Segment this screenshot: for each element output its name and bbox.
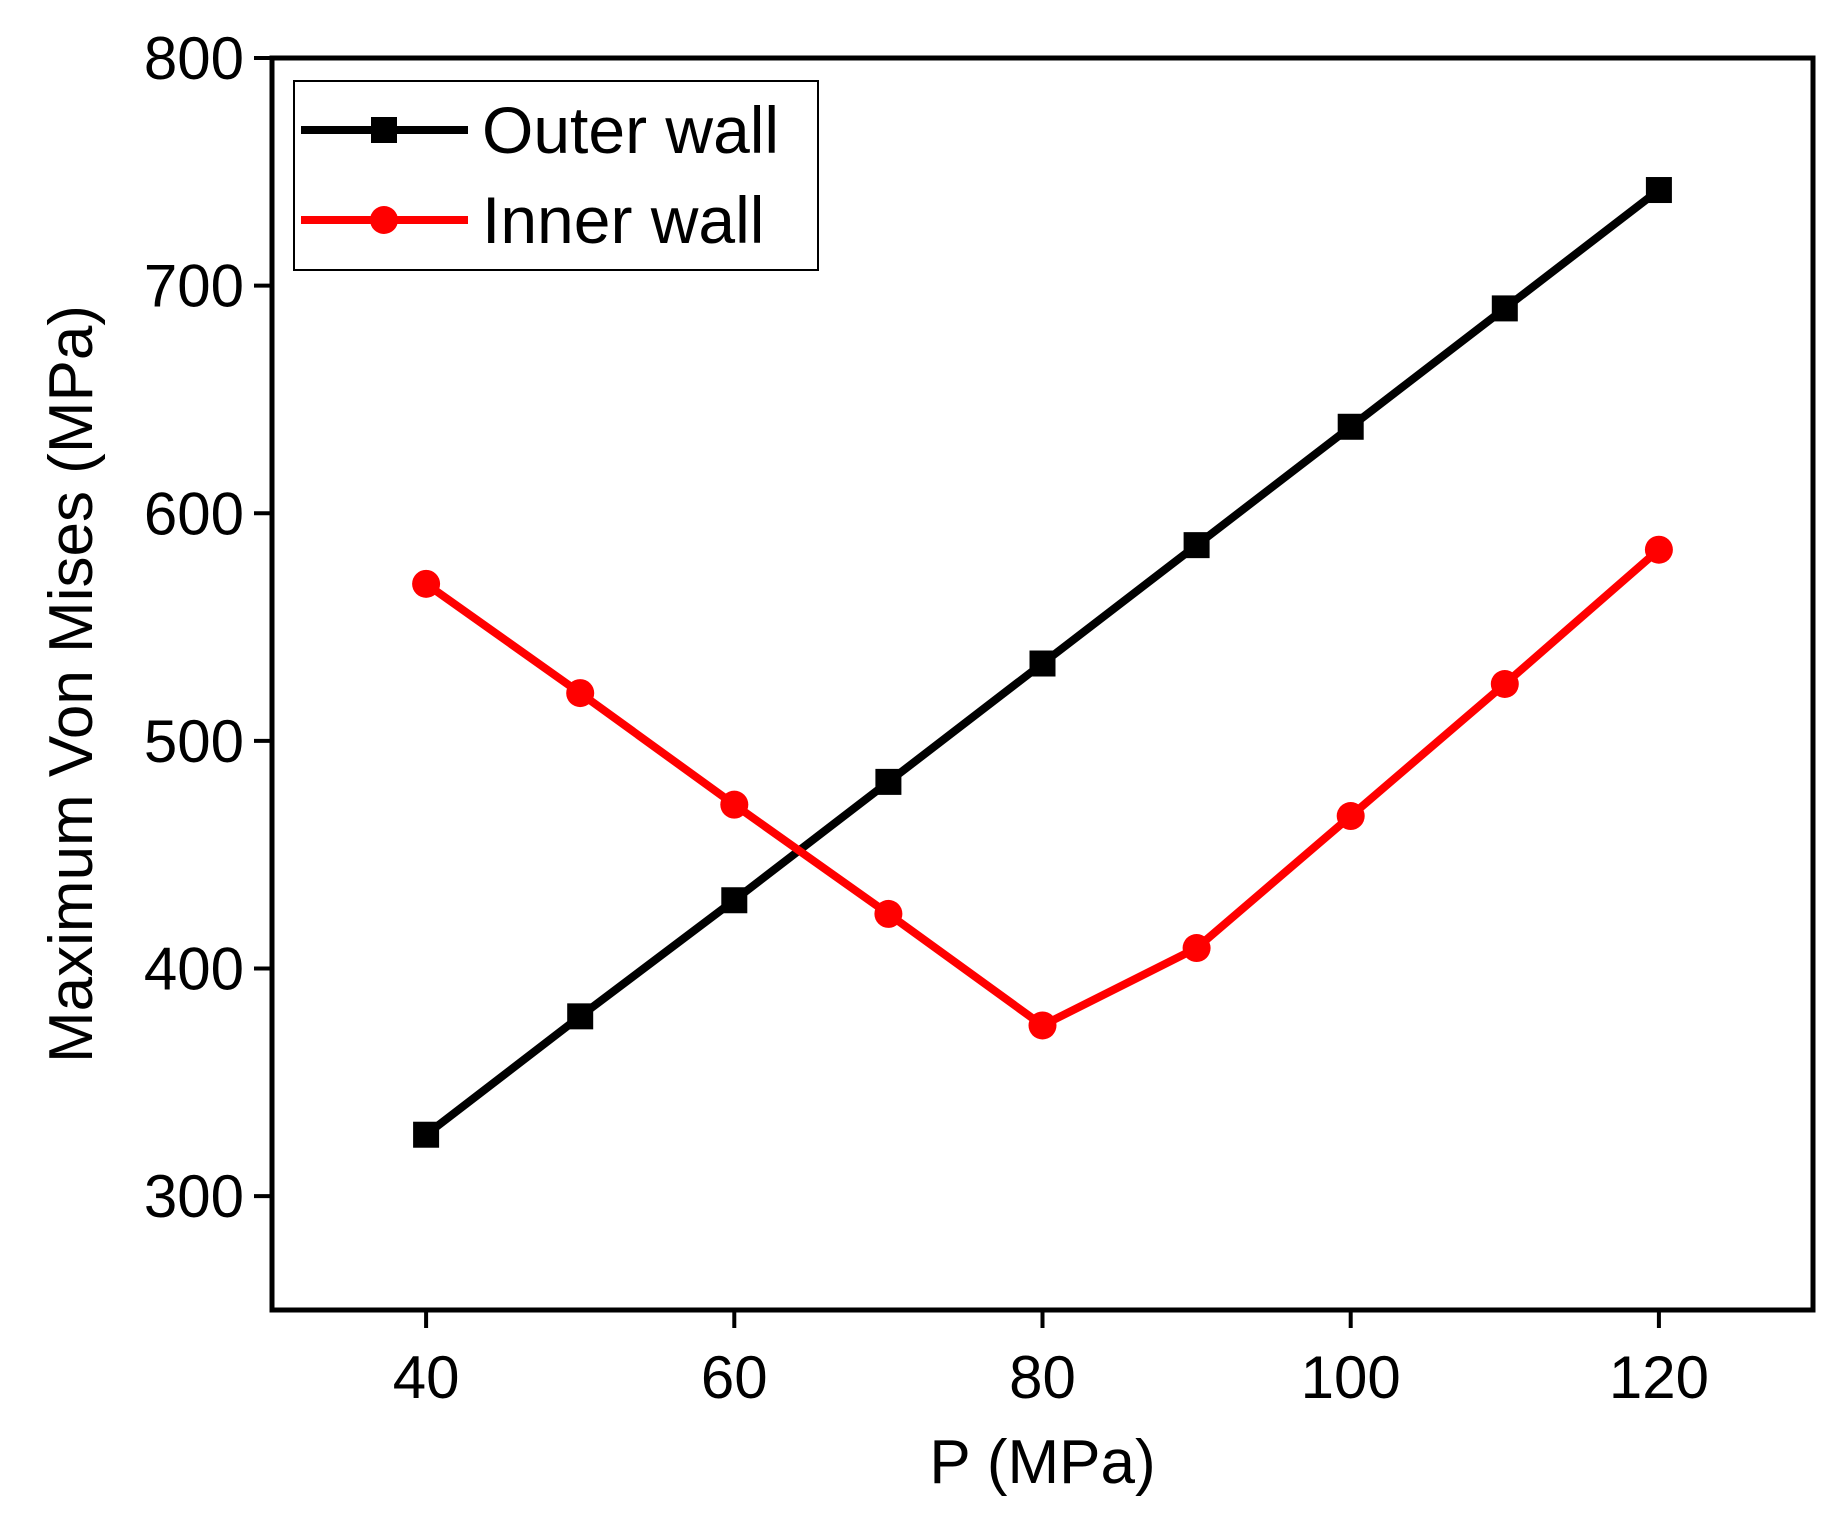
x-tick-label: 40 [393,1344,460,1411]
x-tick-label: 100 [1301,1344,1401,1411]
x-tick-label: 80 [1009,1344,1076,1411]
data-point [1645,177,1672,204]
data-point [1490,670,1519,698]
y-tick-label: 600 [144,480,244,547]
data-point [566,679,595,708]
data-point [875,768,902,795]
data-point [1491,295,1518,322]
legend-label-inner-wall: Inner wall [482,183,764,257]
data-point [1337,413,1364,440]
data-point [1028,1011,1057,1040]
data-point [1182,934,1211,963]
y-tick-label: 500 [144,708,244,775]
x-tick-label: 120 [1609,1344,1709,1411]
series-layer [412,177,1673,1148]
data-point [413,1121,440,1148]
data-point [412,569,441,598]
series-line-inner-wall [423,546,1662,1030]
y-tick-label: 800 [144,25,244,92]
data-point [1029,650,1056,677]
axes-layer: 40 60 80 100 120 300 400 500 600 700 800 [144,25,1709,1411]
data-point [721,887,748,914]
data-point [1183,532,1210,559]
data-point [874,899,903,928]
x-tick-label: 60 [701,1344,768,1411]
legend-marker-inner-wall [370,206,398,234]
data-point [720,790,749,819]
y-tick-label: 300 [144,1163,244,1230]
y-tick-label: 700 [144,253,244,320]
data-point [1336,802,1365,831]
legend-label-outer-wall: Outer wall [482,93,779,167]
legend-marker-outer-wall [371,117,397,143]
x-axis-label: P (MPa) [929,1428,1155,1497]
y-axis-label: Maximum Von Mises (MPa) [37,305,106,1063]
y-tick-label: 400 [144,936,244,1003]
data-point [567,1003,594,1030]
series-outer-wall [413,177,1672,1148]
legend: Outer wall Inner wall [293,80,819,271]
legend-box [293,80,819,271]
data-point [1644,535,1673,564]
series-inner-wall [412,535,1673,1040]
